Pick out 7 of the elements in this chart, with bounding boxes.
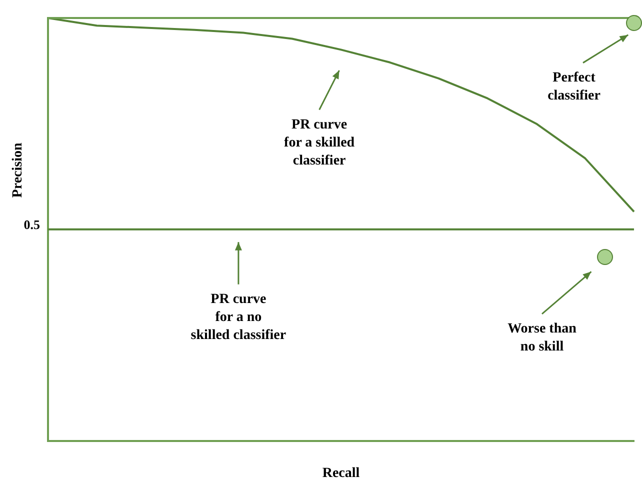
annotation: Perfect classifier [548, 70, 600, 104]
y-axis-title: Precision [10, 142, 26, 198]
ref-line-label: 0.5 [24, 216, 40, 232]
annotation: PR curve for a skilled classifier [284, 117, 355, 168]
annotation: PR curve for a no skilled classifier [190, 292, 286, 343]
annotation: Worse than no skill [508, 322, 577, 355]
x-axis-title: Recall [322, 466, 360, 482]
